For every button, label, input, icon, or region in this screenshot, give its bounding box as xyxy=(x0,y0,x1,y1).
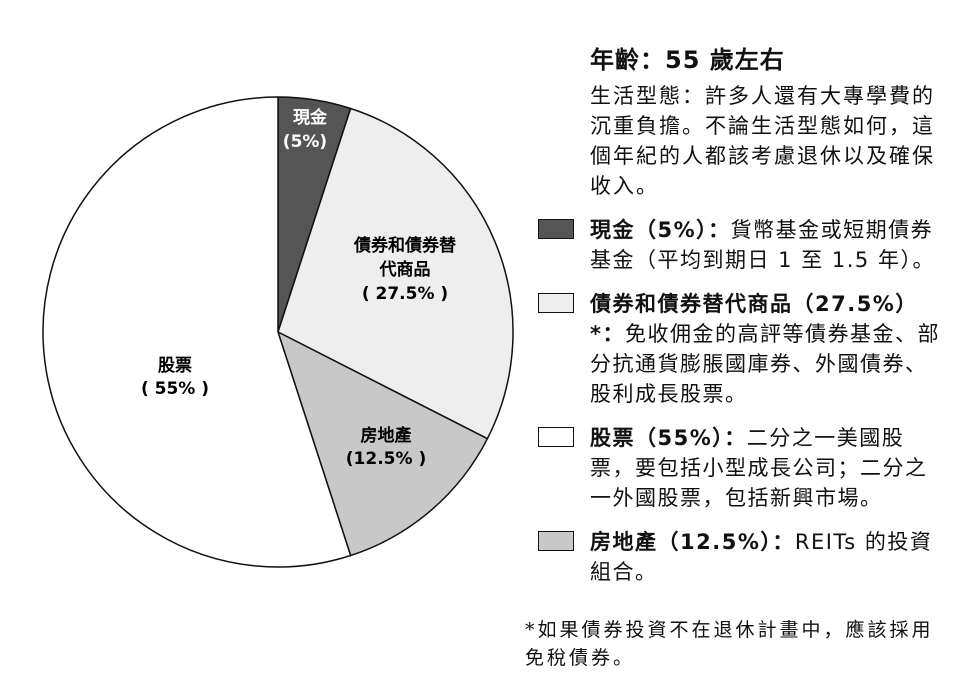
legend-name-cash: 現金（5%）： xyxy=(590,218,731,242)
footnote: *如果債券投資不在退休計畫中，應該採用免稅債券。 xyxy=(525,619,934,669)
slice-value-real-estate: (12.5% ) xyxy=(346,449,426,469)
slice-label-stocks: 股票 xyxy=(158,356,192,376)
legend-swatch-bonds xyxy=(538,293,574,313)
pie-slice-stocks xyxy=(42,96,352,568)
lifestyle-text: 生活型態：許多人還有大專學費的沉重負擔。不論生活型態如何，這個年紀的人都該考慮退… xyxy=(590,84,935,198)
slice-value-stocks: ( 55% ) xyxy=(141,379,209,399)
legend-item-bonds: 債券和債券替代商品（27.5%）*：免收佣金的高評等債券基金、部分抗通貨膨脹國庫… xyxy=(538,289,943,409)
legend-swatch-stocks xyxy=(538,427,574,447)
legend-desc-real-estate: REITs 的投資組合。 xyxy=(590,530,933,584)
legend-desc-bonds: 免收佣金的高評等債券基金、部分抗通貨膨脹國庫券、外國債券、股利成長股票。 xyxy=(590,322,940,406)
legend-item-real-estate: 房地產（12.5%）：REITs 的投資組合。 xyxy=(538,527,943,587)
legend-name-real-estate: 房地產（12.5%）： xyxy=(590,530,795,554)
age-heading: 年齡：55 歲左右 xyxy=(590,46,785,74)
legend-swatch-cash xyxy=(538,219,574,239)
legend-name-bonds: 債券和債券替代商品（27.5%）*： xyxy=(590,292,918,346)
slice-label-bonds: 債券和債券替 xyxy=(353,235,457,256)
legend-name-stocks: 股票（55%）： xyxy=(590,426,747,450)
slice-value-bonds: ( 27.5% ) xyxy=(362,284,448,304)
legend-swatch-real-estate xyxy=(538,531,574,551)
pie-slice-real-estate xyxy=(277,331,489,557)
legend-item-stocks: 股票（55%）：二分之一美國股票，要包括小型成長公司；二分之一外國股票，包括新興… xyxy=(538,423,943,513)
slice-label-cash: 現金 xyxy=(293,107,328,128)
info-panel: 年齡：55 歲左右 生活型態：許多人還有大專學費的沉重負擔。不論生活型態如何，這… xyxy=(538,40,943,601)
legend-item-cash: 現金（5%）：貨幣基金或短期債券基金（平均到期日 1 至 1.5 年）。 xyxy=(538,215,943,275)
slice-value-cash: (5%) xyxy=(283,132,327,152)
pie-slice-bonds xyxy=(277,107,514,440)
slice-label-bonds-line2: 代商品 xyxy=(379,259,431,280)
pie-chart: 現金 (5%) 債券和債券替 代商品 ( 27.5% ) 房地產 (12.5% … xyxy=(42,96,514,568)
legend-desc-stocks: 二分之一美國股票，要包括小型成長公司；二分之一外國股票，包括新興市場。 xyxy=(590,426,928,510)
legend-desc-cash: 貨幣基金或短期債券基金（平均到期日 1 至 1.5 年）。 xyxy=(590,218,935,272)
slice-label-real-estate: 房地產 xyxy=(361,425,412,446)
